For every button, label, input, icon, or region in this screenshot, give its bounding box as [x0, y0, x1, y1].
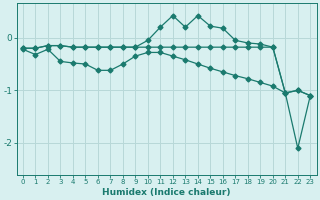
- X-axis label: Humidex (Indice chaleur): Humidex (Indice chaleur): [102, 188, 231, 197]
